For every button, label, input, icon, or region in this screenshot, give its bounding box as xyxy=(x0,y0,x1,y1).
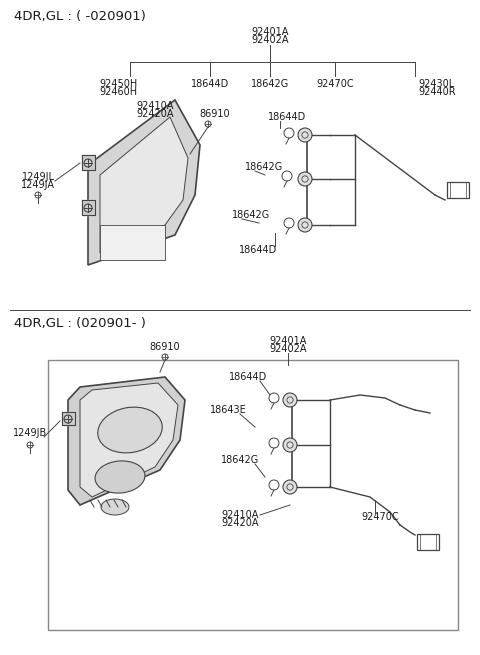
Polygon shape xyxy=(88,100,200,265)
Polygon shape xyxy=(100,117,188,253)
Circle shape xyxy=(35,192,41,198)
Text: 92440R: 92440R xyxy=(418,87,456,97)
FancyBboxPatch shape xyxy=(100,225,165,260)
Text: 92410A: 92410A xyxy=(221,510,259,520)
FancyBboxPatch shape xyxy=(447,182,469,198)
Circle shape xyxy=(283,438,297,452)
Text: 92460H: 92460H xyxy=(99,87,137,97)
Circle shape xyxy=(284,128,294,138)
Circle shape xyxy=(298,218,312,232)
Circle shape xyxy=(269,480,279,490)
Ellipse shape xyxy=(101,499,129,515)
Text: 92470C: 92470C xyxy=(316,79,354,89)
Text: 92402A: 92402A xyxy=(269,344,307,354)
Text: 1249JL: 1249JL xyxy=(22,172,55,182)
Circle shape xyxy=(269,393,279,403)
Text: 4DR,GL : ( -020901): 4DR,GL : ( -020901) xyxy=(14,10,146,23)
Text: 86910: 86910 xyxy=(150,342,180,352)
Circle shape xyxy=(269,438,279,448)
Text: 1249JA: 1249JA xyxy=(21,180,55,190)
Text: 18644D: 18644D xyxy=(239,245,277,255)
Ellipse shape xyxy=(95,461,145,493)
Text: 18644D: 18644D xyxy=(229,372,267,382)
Polygon shape xyxy=(68,377,185,505)
Text: 18642G: 18642G xyxy=(232,210,270,220)
Text: 18644D: 18644D xyxy=(268,112,306,122)
Text: 92430L: 92430L xyxy=(418,79,454,89)
Circle shape xyxy=(284,218,294,228)
Ellipse shape xyxy=(98,407,162,453)
Circle shape xyxy=(283,480,297,494)
Circle shape xyxy=(298,128,312,142)
Text: 92450H: 92450H xyxy=(99,79,137,89)
Text: 18642G: 18642G xyxy=(245,162,283,172)
Circle shape xyxy=(205,121,211,127)
Circle shape xyxy=(282,171,292,181)
Circle shape xyxy=(27,442,33,448)
Circle shape xyxy=(298,172,312,186)
Text: 92420A: 92420A xyxy=(221,518,259,528)
Text: 86910: 86910 xyxy=(200,109,230,119)
Polygon shape xyxy=(80,383,178,497)
FancyBboxPatch shape xyxy=(48,360,458,630)
Text: 92401A: 92401A xyxy=(252,27,288,37)
Circle shape xyxy=(283,393,297,407)
Text: 18642G: 18642G xyxy=(251,79,289,89)
Text: 92402A: 92402A xyxy=(251,35,289,45)
Polygon shape xyxy=(62,412,75,425)
Text: 1249JB: 1249JB xyxy=(13,428,47,438)
Text: 18642G: 18642G xyxy=(221,455,259,465)
Text: 92420A: 92420A xyxy=(136,109,174,119)
Polygon shape xyxy=(82,200,95,215)
Text: 18643E: 18643E xyxy=(210,405,246,415)
Text: 4DR,GL : (020901- ): 4DR,GL : (020901- ) xyxy=(14,317,146,330)
Text: 18644D: 18644D xyxy=(191,79,229,89)
Text: 92470C: 92470C xyxy=(361,512,399,522)
Text: 92410A: 92410A xyxy=(136,101,174,111)
Circle shape xyxy=(162,354,168,360)
Polygon shape xyxy=(82,155,95,170)
FancyBboxPatch shape xyxy=(417,534,439,550)
Text: 92401A: 92401A xyxy=(269,336,307,346)
